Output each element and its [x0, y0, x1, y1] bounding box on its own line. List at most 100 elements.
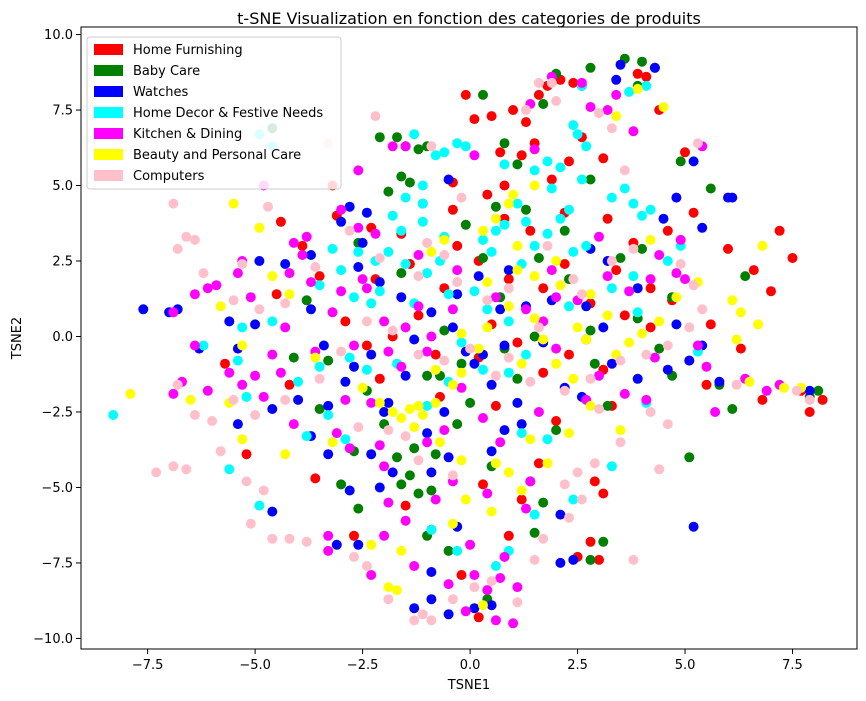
point-3-80 — [542, 434, 553, 445]
point-5-14 — [654, 316, 665, 327]
point-3-42 — [422, 268, 433, 279]
point-5-38 — [417, 410, 428, 420]
point-6-23 — [422, 237, 433, 248]
point-0-32 — [723, 243, 733, 254]
point-6-26 — [482, 295, 493, 306]
point-6-91 — [353, 422, 364, 433]
point-3-70 — [198, 340, 209, 351]
point-3-67 — [241, 391, 252, 402]
point-2-17 — [250, 319, 261, 330]
point-6-24 — [439, 250, 450, 260]
point-5-19 — [753, 319, 764, 330]
point-5-71 — [529, 180, 540, 191]
point-6-36 — [662, 340, 673, 351]
point-4-112 — [379, 461, 390, 472]
point-0-57 — [766, 286, 776, 297]
point-0-95 — [314, 271, 325, 282]
point-3-90 — [439, 147, 450, 158]
point-4-82 — [447, 304, 458, 315]
point-4-40 — [379, 530, 390, 541]
point-0-21 — [275, 216, 286, 227]
point-2-38 — [353, 539, 364, 550]
x-tick-label-4: 2.5 — [567, 658, 588, 673]
point-2-77 — [439, 407, 450, 417]
point-5-30 — [482, 322, 493, 333]
point-4-30 — [250, 370, 261, 381]
point-1-82 — [288, 352, 299, 363]
point-2-14 — [306, 250, 316, 260]
point-3-40 — [486, 246, 497, 257]
point-5-43 — [503, 467, 514, 478]
point-5-1 — [658, 102, 669, 112]
point-4-70 — [675, 234, 686, 245]
point-6-19 — [280, 298, 291, 309]
point-2-78 — [422, 428, 433, 439]
point-2-55 — [632, 373, 643, 384]
point-2-9 — [443, 174, 454, 185]
point-3-49 — [314, 280, 325, 291]
point-2-63 — [632, 283, 643, 294]
point-6-28 — [533, 322, 544, 333]
point-3-94 — [456, 337, 467, 348]
y-tick-label-8: 10.0 — [44, 28, 73, 43]
point-5-59 — [357, 382, 368, 393]
point-0-60 — [817, 394, 828, 405]
legend-swatch-2 — [94, 86, 123, 97]
point-0-9 — [460, 89, 471, 100]
point-4-78 — [551, 292, 562, 303]
y-tick-label-5: 2.5 — [52, 255, 73, 270]
point-6-64 — [383, 594, 394, 605]
point-1-32 — [396, 268, 407, 279]
point-1-20 — [705, 183, 716, 194]
point-3-48 — [327, 243, 338, 254]
point-4-93 — [456, 382, 467, 393]
point-1-12 — [383, 186, 394, 197]
point-1-19 — [637, 243, 647, 254]
point-2-49 — [486, 446, 497, 457]
point-5-72 — [512, 265, 523, 276]
point-4-109 — [426, 331, 437, 342]
point-4-23 — [189, 289, 200, 300]
point-6-67 — [426, 615, 437, 626]
legend-label-0: Home Furnishing — [133, 43, 243, 58]
point-3-26 — [546, 183, 557, 194]
point-6-57 — [241, 476, 252, 487]
point-3-6 — [542, 156, 553, 167]
point-4-43 — [366, 570, 377, 580]
point-4-57 — [495, 437, 506, 448]
point-5-8 — [585, 289, 596, 300]
point-4-33 — [288, 419, 299, 430]
point-2-80 — [426, 467, 437, 478]
point-6-68 — [447, 594, 458, 605]
point-3-56 — [521, 349, 531, 360]
point-5-80 — [430, 364, 441, 375]
point-6-60 — [284, 533, 295, 544]
point-6-63 — [361, 561, 372, 571]
point-5-61 — [327, 437, 338, 448]
point-0-52 — [564, 349, 574, 360]
point-5-46 — [525, 434, 536, 445]
point-4-83 — [413, 301, 424, 312]
point-1-54 — [396, 479, 407, 490]
point-3-75 — [452, 545, 463, 556]
point-6-46 — [387, 325, 398, 336]
point-4-1 — [576, 77, 587, 88]
point-3-4 — [572, 129, 583, 140]
point-5-24 — [585, 400, 596, 411]
point-1-71 — [675, 156, 686, 167]
point-2-50 — [499, 425, 510, 436]
point-1-11 — [396, 171, 407, 182]
point-1-26 — [456, 358, 467, 369]
point-3-74 — [426, 524, 437, 535]
point-6-30 — [606, 256, 617, 266]
point-0-51 — [512, 337, 523, 348]
point-4-5 — [602, 105, 613, 115]
point-3-57 — [503, 367, 514, 378]
point-2-62 — [671, 319, 682, 330]
point-3-47 — [336, 265, 347, 276]
point-6-74 — [564, 512, 574, 523]
point-4-96 — [422, 437, 433, 448]
legend-swatch-6 — [94, 170, 123, 181]
x-tick-label-6: 7.5 — [782, 658, 803, 673]
point-1-29 — [323, 355, 334, 366]
